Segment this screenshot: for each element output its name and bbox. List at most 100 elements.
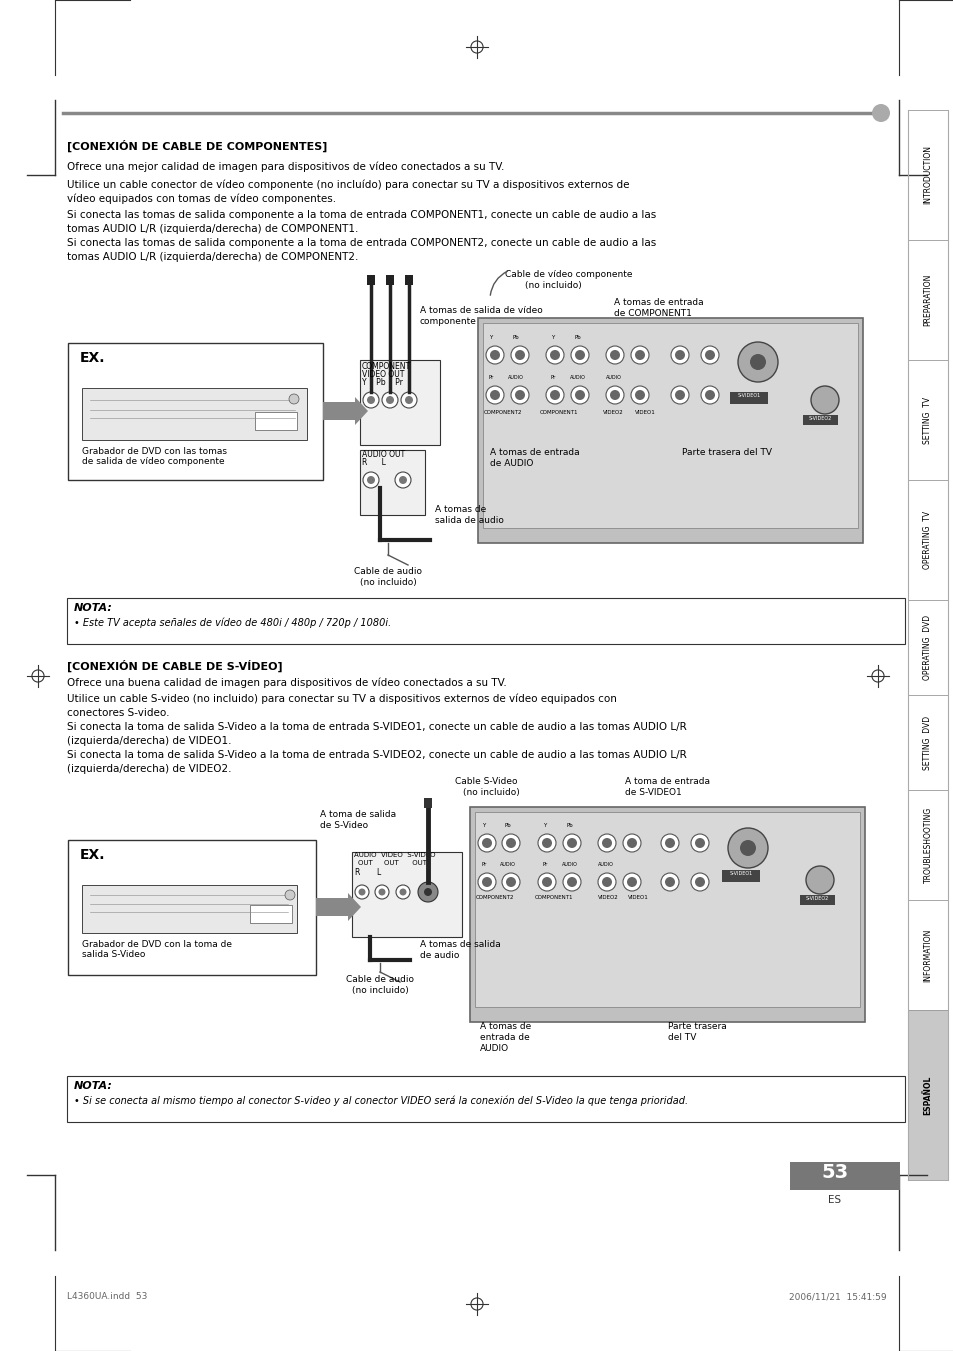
Text: AUDIO OUT: AUDIO OUT bbox=[361, 450, 405, 459]
Bar bbox=[67, 598, 904, 644]
Bar bbox=[359, 450, 424, 515]
Circle shape bbox=[501, 873, 519, 892]
Circle shape bbox=[601, 877, 612, 888]
Text: Parte trasera del TV: Parte trasera del TV bbox=[681, 449, 771, 457]
Circle shape bbox=[515, 350, 524, 359]
Circle shape bbox=[575, 350, 584, 359]
Circle shape bbox=[626, 838, 637, 848]
Circle shape bbox=[501, 834, 519, 852]
Circle shape bbox=[675, 350, 684, 359]
Text: Parte trasera: Parte trasera bbox=[667, 1021, 726, 1031]
Text: COMPONENT1: COMPONENT1 bbox=[535, 894, 573, 900]
Circle shape bbox=[481, 838, 492, 848]
Bar bbox=[82, 885, 296, 934]
Circle shape bbox=[562, 834, 580, 852]
Circle shape bbox=[630, 386, 648, 404]
Circle shape bbox=[566, 877, 577, 888]
Text: Pb: Pb bbox=[574, 335, 580, 340]
Bar bbox=[405, 276, 413, 285]
Circle shape bbox=[505, 838, 516, 848]
Text: (no incluido): (no incluido) bbox=[359, 578, 416, 586]
Circle shape bbox=[395, 885, 410, 898]
Circle shape bbox=[505, 877, 516, 888]
Circle shape bbox=[355, 885, 369, 898]
FancyArrow shape bbox=[323, 397, 368, 426]
Circle shape bbox=[511, 386, 529, 404]
Bar bbox=[482, 323, 857, 528]
Text: (izquierda/derecha) de VIDEO1.: (izquierda/derecha) de VIDEO1. bbox=[67, 735, 232, 746]
Text: Pr: Pr bbox=[488, 376, 493, 380]
Text: salida S-Video: salida S-Video bbox=[82, 950, 145, 959]
Circle shape bbox=[550, 350, 559, 359]
Text: Cable de vídeo componente: Cable de vídeo componente bbox=[504, 270, 632, 280]
Circle shape bbox=[670, 346, 688, 363]
Circle shape bbox=[575, 390, 584, 400]
Circle shape bbox=[381, 392, 397, 408]
Circle shape bbox=[400, 392, 416, 408]
Text: R      L: R L bbox=[361, 458, 385, 467]
Text: Cable S-Video: Cable S-Video bbox=[455, 777, 517, 786]
Circle shape bbox=[405, 396, 413, 404]
Text: de S-VIDEO1: de S-VIDEO1 bbox=[624, 788, 681, 797]
Circle shape bbox=[417, 882, 437, 902]
Text: de S-Video: de S-Video bbox=[319, 821, 368, 830]
Circle shape bbox=[635, 390, 644, 400]
Circle shape bbox=[395, 471, 411, 488]
Circle shape bbox=[285, 890, 294, 900]
Text: componente: componente bbox=[419, 317, 476, 326]
Text: AUDIO: AUDIO bbox=[499, 862, 516, 867]
Text: (no incluido): (no incluido) bbox=[524, 281, 581, 290]
Bar bbox=[470, 807, 864, 1021]
Circle shape bbox=[541, 877, 552, 888]
Text: A tomas de: A tomas de bbox=[479, 1021, 531, 1031]
Circle shape bbox=[805, 866, 833, 894]
Circle shape bbox=[378, 889, 385, 896]
Circle shape bbox=[511, 346, 529, 363]
Text: Ofrece una buena calidad de imagen para dispositivos de vídeo conectados a su TV: Ofrece una buena calidad de imagen para … bbox=[67, 678, 506, 689]
Text: COMPONENT2: COMPONENT2 bbox=[483, 409, 522, 415]
Text: conectores S-video.: conectores S-video. bbox=[67, 708, 170, 717]
Text: OPERATING  TV: OPERATING TV bbox=[923, 511, 931, 569]
Bar bbox=[907, 109, 947, 240]
Circle shape bbox=[550, 390, 559, 400]
Text: AUDIO: AUDIO bbox=[605, 376, 621, 380]
Text: de audio: de audio bbox=[419, 951, 459, 961]
Circle shape bbox=[485, 346, 503, 363]
Text: tomas AUDIO L/R (izquierda/derecha) de COMPONENT2.: tomas AUDIO L/R (izquierda/derecha) de C… bbox=[67, 251, 358, 262]
Circle shape bbox=[622, 873, 640, 892]
Text: A tomas de salida: A tomas de salida bbox=[419, 940, 500, 948]
Bar bbox=[477, 317, 862, 543]
Circle shape bbox=[675, 390, 684, 400]
Circle shape bbox=[571, 386, 588, 404]
Text: AUDIO  VIDEO  S-VIDEO: AUDIO VIDEO S-VIDEO bbox=[354, 852, 435, 858]
Text: (no incluido): (no incluido) bbox=[352, 986, 408, 994]
Circle shape bbox=[477, 834, 496, 852]
Circle shape bbox=[545, 386, 563, 404]
Circle shape bbox=[566, 838, 577, 848]
Text: Pb: Pb bbox=[566, 823, 573, 828]
Text: A tomas de salida de vídeo: A tomas de salida de vídeo bbox=[419, 305, 542, 315]
Circle shape bbox=[605, 346, 623, 363]
Bar bbox=[729, 392, 767, 404]
Text: Cable de audio: Cable de audio bbox=[354, 567, 421, 576]
Text: Pb: Pb bbox=[512, 335, 518, 340]
Text: COMPONENT1: COMPONENT1 bbox=[539, 409, 578, 415]
Circle shape bbox=[598, 873, 616, 892]
Text: SETTING  TV: SETTING TV bbox=[923, 396, 931, 443]
Bar bbox=[907, 900, 947, 1011]
Text: de salida de vídeo componente: de salida de vídeo componente bbox=[82, 457, 224, 466]
Text: Pr: Pr bbox=[541, 862, 547, 867]
Circle shape bbox=[399, 889, 406, 896]
Bar bbox=[907, 790, 947, 900]
Circle shape bbox=[423, 888, 432, 896]
Text: ESPAÑOL: ESPAÑOL bbox=[923, 1075, 931, 1115]
Text: Pb: Pb bbox=[504, 823, 511, 828]
Text: L4360UA.indd  53: L4360UA.indd 53 bbox=[67, 1292, 147, 1301]
Circle shape bbox=[490, 390, 499, 400]
Circle shape bbox=[622, 834, 640, 852]
Text: COMPONENT: COMPONENT bbox=[361, 362, 411, 372]
Bar bbox=[367, 276, 375, 285]
Circle shape bbox=[664, 877, 675, 888]
Circle shape bbox=[695, 877, 704, 888]
Text: S-VIDEO2: S-VIDEO2 bbox=[807, 416, 831, 422]
